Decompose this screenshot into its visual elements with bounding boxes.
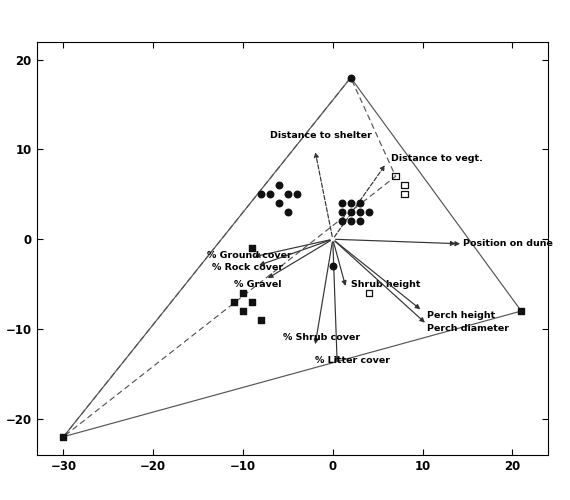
Text: Shrub height: Shrub height bbox=[351, 280, 420, 288]
Point bbox=[292, 190, 302, 198]
Text: % Gravel: % Gravel bbox=[234, 280, 282, 288]
Point bbox=[364, 289, 373, 297]
Point bbox=[391, 172, 400, 180]
Text: % Litter cover: % Litter cover bbox=[315, 356, 390, 365]
Point bbox=[355, 208, 364, 216]
Point bbox=[337, 208, 347, 216]
Point bbox=[346, 208, 355, 216]
Text: Distance to vegt.: Distance to vegt. bbox=[391, 154, 483, 163]
Point bbox=[283, 208, 292, 216]
Text: Perch diameter: Perch diameter bbox=[427, 324, 509, 334]
Text: Perch height: Perch height bbox=[427, 311, 495, 320]
Point bbox=[517, 307, 526, 315]
Text: % Ground cover: % Ground cover bbox=[207, 251, 292, 260]
Point bbox=[238, 307, 247, 315]
Point bbox=[274, 182, 283, 190]
Point bbox=[256, 316, 266, 324]
Point bbox=[337, 218, 347, 226]
Point bbox=[59, 432, 68, 440]
Text: % Shrub cover: % Shrub cover bbox=[283, 334, 360, 342]
Point bbox=[266, 190, 275, 198]
Point bbox=[346, 200, 355, 207]
Point bbox=[400, 190, 409, 198]
Point bbox=[328, 262, 337, 270]
Point bbox=[355, 200, 364, 207]
Point bbox=[247, 244, 256, 252]
Point bbox=[355, 218, 364, 226]
Text: Position on dune: Position on dune bbox=[463, 239, 553, 248]
Point bbox=[364, 208, 373, 216]
Point bbox=[346, 74, 355, 82]
Point bbox=[256, 190, 266, 198]
Point bbox=[247, 298, 256, 306]
Point bbox=[238, 289, 247, 297]
Point bbox=[337, 200, 347, 207]
Point bbox=[274, 200, 283, 207]
Point bbox=[400, 182, 409, 190]
Text: Distance to shelter: Distance to shelter bbox=[270, 132, 372, 140]
Text: % Rock cover: % Rock cover bbox=[211, 264, 283, 272]
Point bbox=[283, 190, 292, 198]
Point bbox=[230, 298, 239, 306]
Point bbox=[346, 218, 355, 226]
